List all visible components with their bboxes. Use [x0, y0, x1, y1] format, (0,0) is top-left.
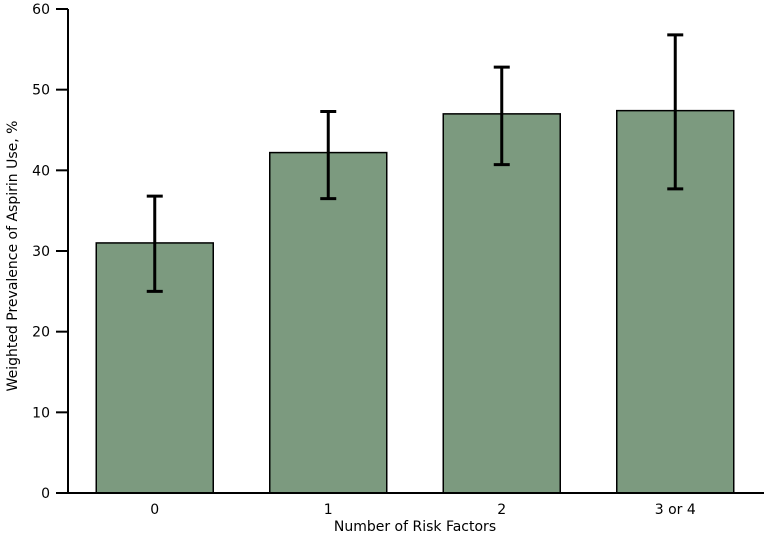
y-tick-label: 20	[32, 325, 50, 341]
y-tick-label: 50	[32, 83, 50, 99]
bar-1	[269, 151, 388, 494]
error-bar-1	[320, 109, 337, 201]
plot-area: 0 10 20 30 40 50 60 0 1 2 3 or 4	[32, 2, 764, 518]
y-tick-label: 30	[32, 244, 50, 260]
y-tick-label: 40	[32, 163, 50, 179]
x-category-label: 0	[150, 502, 159, 518]
y-tick-label: 10	[32, 405, 50, 421]
error-bar-0	[146, 194, 163, 293]
error-bar-2	[493, 65, 510, 167]
y-axis-title: Weighted Prevalence of Aspirin Use, %	[5, 121, 21, 392]
y-tick-label: 60	[32, 2, 50, 18]
x-category-label: 2	[497, 502, 506, 518]
x-category-label: 1	[324, 502, 333, 518]
y-tick-label: 0	[41, 486, 50, 502]
x-category-label: 3 or 4	[655, 502, 696, 518]
error-bar-3 or 4	[667, 33, 684, 191]
x-axis-title: Number of Risk Factors	[334, 519, 496, 535]
bar-2	[442, 113, 561, 494]
